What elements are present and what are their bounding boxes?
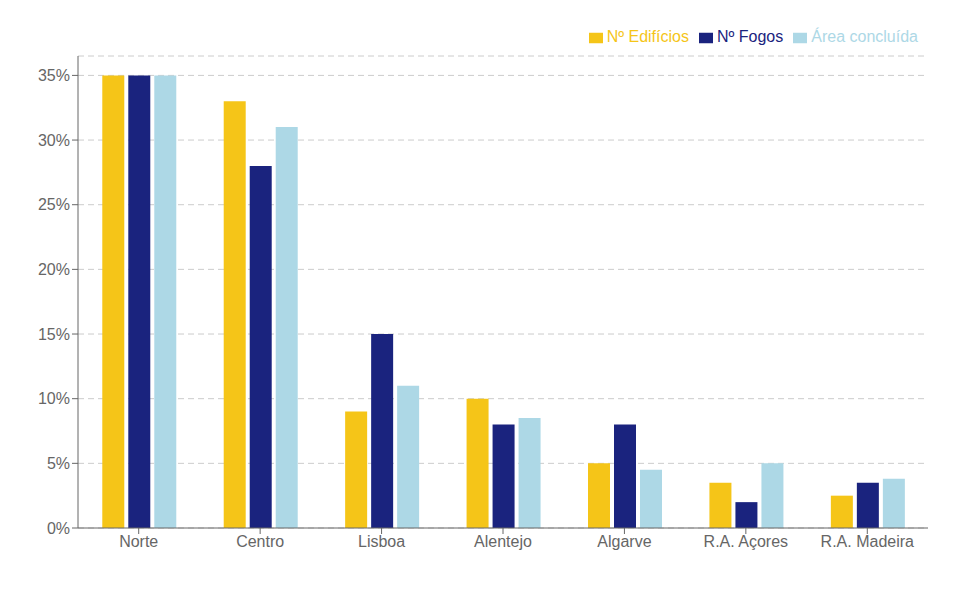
svg-text:Algarve: Algarve [597,533,651,550]
svg-text:Lisboa: Lisboa [358,533,405,550]
svg-text:0%: 0% [47,520,70,537]
html-text:Área concluída: Área concluída [811,28,918,45]
svg-text:R.A. Açores: R.A. Açores [704,533,788,550]
svg-text:5%: 5% [47,455,70,472]
svg-text:10%: 10% [38,390,70,407]
svg-text:35%: 35% [38,67,70,84]
svg-text:Centro: Centro [236,533,284,550]
svg-text:Norte: Norte [119,533,158,550]
svg-text:R.A. Madeira: R.A. Madeira [821,533,914,550]
svg-text:15%: 15% [38,326,70,343]
html-text:Nº Edifícios: Nº Edifícios [606,28,689,45]
html-text:Nº Fogos: Nº Fogos [717,28,784,45]
svg-text:30%: 30% [38,132,70,149]
svg-text:25%: 25% [38,196,70,213]
svg-text:Alentejo: Alentejo [474,533,532,550]
svg-text:20%: 20% [38,261,70,278]
